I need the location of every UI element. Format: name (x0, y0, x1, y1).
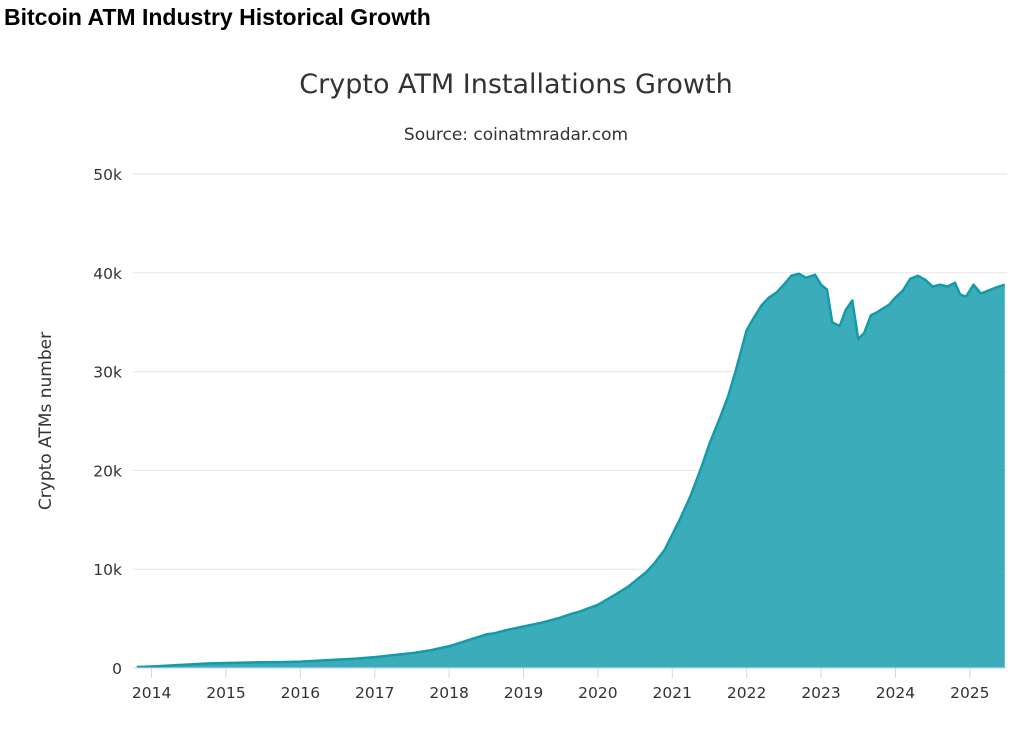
y-tick-label: 50k (93, 166, 122, 184)
x-tick-label: 2021 (653, 684, 692, 702)
y-tick-label: 30k (93, 364, 122, 382)
series-area (136, 273, 1005, 668)
y-tick-label: 40k (93, 265, 122, 283)
x-tick-label: 2019 (504, 684, 543, 702)
x-tick-label: 2014 (132, 684, 171, 702)
x-tick-label: 2022 (727, 684, 766, 702)
page-heading: Bitcoin ATM Industry Historical Growth (4, 4, 431, 30)
x-tick-label: 2020 (578, 684, 617, 702)
x-tick-label: 2018 (429, 684, 468, 702)
x-tick-label: 2016 (281, 684, 320, 702)
chart-subtitle: Source: coinatmradar.com (404, 125, 628, 145)
chart-title: Crypto ATM Installations Growth (299, 69, 732, 100)
y-tick-label: 10k (93, 561, 122, 579)
series-line (136, 272, 1006, 669)
axes: 0 10k 20k 30k 40k 50k 2014 2015 2016 2017 2018 2019… (93, 166, 1007, 702)
y-tick-label: 0 (112, 660, 122, 678)
y-axis-title: Crypto ATMs number (36, 332, 56, 510)
series-layer (136, 272, 1006, 669)
x-tick-label: 2025 (950, 684, 989, 702)
x-tick-label: 2015 (206, 684, 245, 702)
x-tick-label: 2024 (876, 684, 915, 702)
y-tick-label: 20k (93, 462, 122, 480)
x-tick-label: 2023 (801, 684, 840, 702)
x-tick-label: 2017 (355, 684, 394, 702)
